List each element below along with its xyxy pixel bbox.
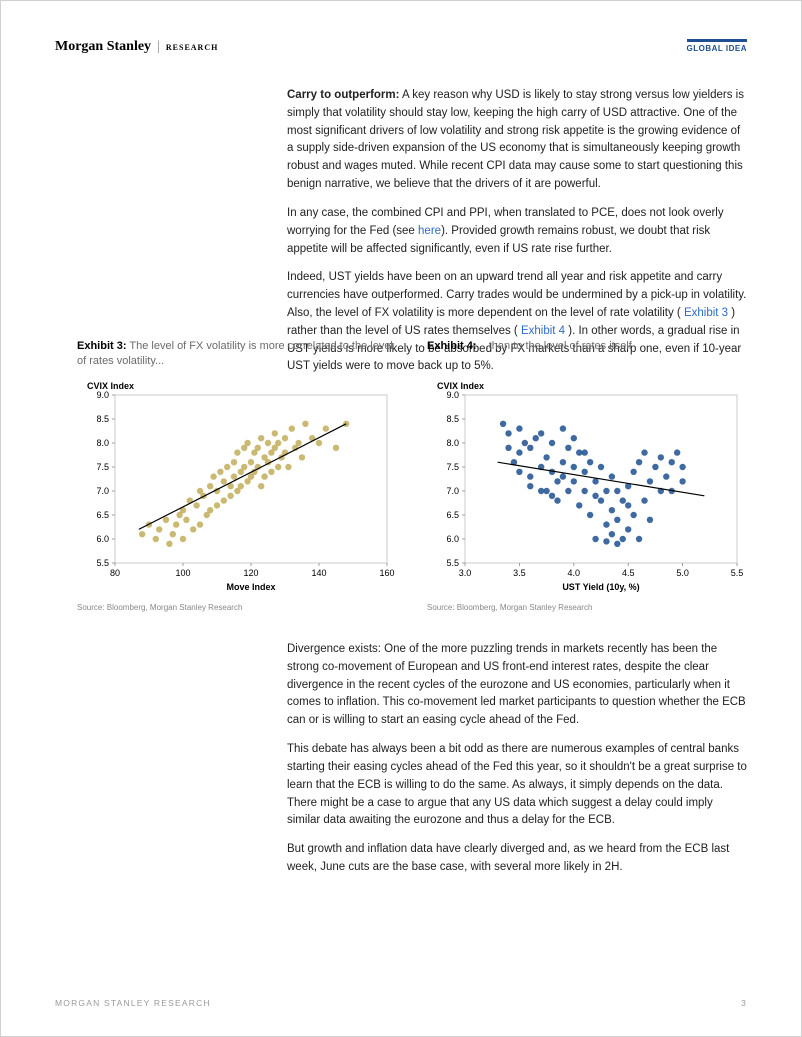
idea-tag: GLOBAL IDEA xyxy=(687,39,747,53)
svg-text:5.0: 5.0 xyxy=(676,568,689,578)
para-4: Divergence exists: One of the more puzzl… xyxy=(287,641,747,730)
para-6: But growth and inflation data have clear… xyxy=(287,841,747,877)
footer-left: MORGAN STANLEY RESEARCH xyxy=(55,998,211,1008)
para-1-text: A key reason why USD is likely to stay s… xyxy=(287,89,744,190)
svg-text:Move Index: Move Index xyxy=(226,582,275,592)
exhibit-3-num: Exhibit 3: xyxy=(77,340,127,352)
exhibit-4-title: Exhibit 4: ...than to the level of rates… xyxy=(427,339,747,371)
svg-text:7.0: 7.0 xyxy=(96,486,109,496)
body-column-2: Divergence exists: One of the more puzzl… xyxy=(287,641,747,888)
exhibit-3: Exhibit 3: The level of FX volatility is… xyxy=(77,339,397,612)
svg-text:3.5: 3.5 xyxy=(513,568,526,578)
exhibit-4-caption: ...than to the level of rates itself xyxy=(480,340,632,352)
exhibit-3-source: Source: Bloomberg, Morgan Stanley Resear… xyxy=(77,603,397,612)
page-footer: MORGAN STANLEY RESEARCH 3 xyxy=(55,998,747,1008)
para-2: In any case, the combined CPI and PPI, w… xyxy=(287,205,747,258)
exhibit-4: Exhibit 4: ...than to the level of rates… xyxy=(427,339,747,612)
svg-text:100: 100 xyxy=(175,568,190,578)
svg-text:CVIX Index: CVIX Index xyxy=(87,381,134,391)
para-1: Carry to outperform: A key reason why US… xyxy=(287,87,747,194)
page-header: Morgan Stanley | RESEARCH GLOBAL IDEA xyxy=(55,39,747,55)
svg-text:6.0: 6.0 xyxy=(446,534,459,544)
link-exhibit4[interactable]: Exhibit 4 xyxy=(521,325,565,337)
svg-text:4.0: 4.0 xyxy=(568,568,581,578)
svg-text:8.0: 8.0 xyxy=(446,438,459,448)
svg-text:UST Yield (10y, %): UST Yield (10y, %) xyxy=(562,582,639,592)
brand-name: Morgan Stanley xyxy=(55,39,151,55)
svg-text:140: 140 xyxy=(311,568,326,578)
svg-text:7.0: 7.0 xyxy=(446,486,459,496)
svg-text:80: 80 xyxy=(110,568,120,578)
exhibit-3-title: Exhibit 3: The level of FX volatility is… xyxy=(77,339,397,371)
svg-text:120: 120 xyxy=(243,568,258,578)
svg-text:CVIX Index: CVIX Index xyxy=(437,381,484,391)
brand: Morgan Stanley | RESEARCH xyxy=(55,39,218,55)
svg-text:5.5: 5.5 xyxy=(446,558,459,568)
svg-text:5.5: 5.5 xyxy=(96,558,109,568)
svg-text:7.5: 7.5 xyxy=(446,462,459,472)
svg-text:4.5: 4.5 xyxy=(622,568,635,578)
exhibit-3-chart: CVIX Index 5.5 6.0 6.5 7.0 7.5 8.0 8.5 9.0 80 100 1… xyxy=(77,377,397,597)
para-1-lead: Carry to outperform: xyxy=(287,89,399,101)
exhibit-4-chart: CVIX Index 5.5 6.0 6.5 7.0 7.5 8.0 8.5 9.0 3.0 3.5… xyxy=(427,377,747,597)
svg-text:3.0: 3.0 xyxy=(459,568,472,578)
para-3a: Indeed, UST yields have been on an upwar… xyxy=(287,271,746,319)
svg-text:6.0: 6.0 xyxy=(96,534,109,544)
exhibit-4-source: Source: Bloomberg, Morgan Stanley Resear… xyxy=(427,603,747,612)
footer-page: 3 xyxy=(741,998,747,1008)
link-exhibit3[interactable]: Exhibit 3 xyxy=(684,307,728,319)
svg-text:8.5: 8.5 xyxy=(446,414,459,424)
svg-text:6.5: 6.5 xyxy=(446,510,459,520)
svg-text:8.5: 8.5 xyxy=(96,414,109,424)
svg-text:9.0: 9.0 xyxy=(446,390,459,400)
svg-text:6.5: 6.5 xyxy=(96,510,109,520)
svg-text:9.0: 9.0 xyxy=(96,390,109,400)
para-4-lead: Divergence exists: xyxy=(287,643,381,655)
link-here[interactable]: here xyxy=(418,225,441,237)
brand-divider: | xyxy=(157,39,160,55)
svg-text:8.0: 8.0 xyxy=(96,438,109,448)
svg-text:160: 160 xyxy=(379,568,394,578)
exhibit-4-num: Exhibit 4: xyxy=(427,340,477,352)
charts-row: Exhibit 3: The level of FX volatility is… xyxy=(77,339,747,612)
brand-sub: RESEARCH xyxy=(166,43,218,52)
svg-text:5.5: 5.5 xyxy=(731,568,744,578)
para-5: This debate has always been a bit odd as… xyxy=(287,741,747,830)
para-4-text: One of the more puzzling trends in marke… xyxy=(287,643,746,726)
svg-text:7.5: 7.5 xyxy=(96,462,109,472)
